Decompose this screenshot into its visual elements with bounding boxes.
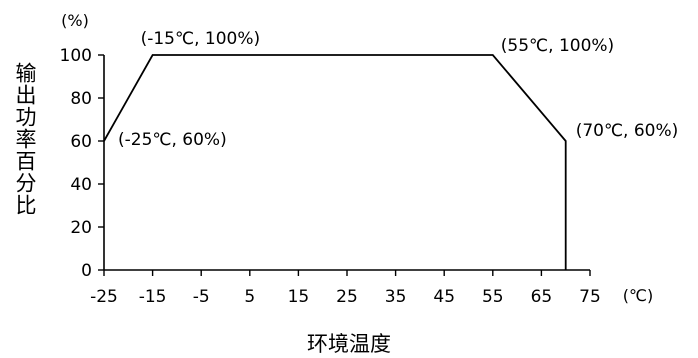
- point-annotation: (55℃, 100%): [501, 36, 614, 56]
- x-tick-label: -5: [193, 287, 210, 307]
- chart-series: [103, 54, 567, 270]
- y-tick-label: 20: [70, 218, 92, 238]
- chart-ticks: -25 -15 -5 5 15 25 35 45 55 65 75 0 20 40 60 80 100 (%) (℃…: [60, 11, 654, 307]
- point-annotation: (-15℃, 100%): [141, 29, 261, 49]
- x-tick-label: 65: [531, 287, 553, 307]
- y-tick-label: 80: [70, 89, 92, 109]
- x-tick-label: 75: [579, 287, 601, 307]
- x-unit-label: (℃): [623, 286, 653, 305]
- y-tick-label: 100: [60, 46, 92, 66]
- x-tick-label: 25: [336, 287, 358, 307]
- x-tick-label: 55: [482, 287, 504, 307]
- x-tick-label: 5: [244, 287, 255, 307]
- x-tick-label: -15: [139, 287, 167, 307]
- x-axis-label: 环境温度: [307, 332, 391, 356]
- point-annotation: (70℃, 60%): [576, 121, 679, 141]
- point-annotation: (-25℃, 60%): [118, 130, 227, 150]
- x-tick-label: 45: [433, 287, 455, 307]
- x-tick-label: 35: [385, 287, 407, 307]
- y-tick-label: 40: [70, 175, 92, 195]
- chart-axes: [103, 55, 590, 271]
- x-tick-label: 15: [288, 287, 310, 307]
- y-axis-label: 输出功率百分比: [13, 62, 37, 216]
- chart-annotations: (-25℃, 60%) (-15℃, 100%) (55℃, 100%) (70℃, …: [118, 29, 678, 150]
- y-tick-label: 0: [81, 261, 92, 281]
- series-line: [103, 54, 567, 270]
- y-tick-label: 60: [70, 132, 92, 152]
- x-tick-label: -25: [90, 287, 118, 307]
- y-unit-label: (%): [61, 11, 89, 30]
